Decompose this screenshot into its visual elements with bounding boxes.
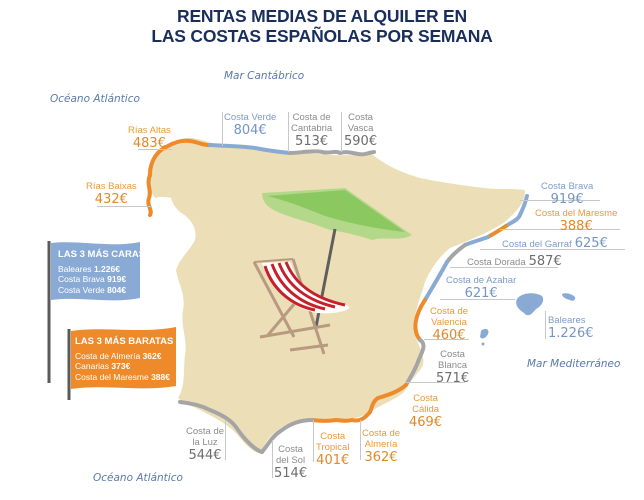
- label-costa-maresme: Costa del Maresme 388€: [535, 208, 618, 234]
- coast-costa-blanca: [404, 338, 426, 387]
- label-costa-valencia: Costa de Valencia 460€: [430, 306, 469, 343]
- baleares-islands: [480, 293, 576, 346]
- coast-costa-brava: [504, 194, 529, 228]
- sea-label-atlantico-south: Océano Atlántico: [93, 472, 183, 484]
- label-costa-calida: Costa Cálida 469€: [409, 393, 443, 430]
- label-rias-baixas: Rías Baixas 432€: [86, 181, 137, 207]
- coast-costa-de-la-luz: [178, 400, 264, 454]
- flag-cheap-item: Canarias 373€: [75, 361, 131, 371]
- flag-expensive-item: Costa Brava 919€: [58, 274, 127, 284]
- leader-line: [500, 229, 620, 230]
- flag-cheap-title: LAS 3 MÁS BARATAS: [75, 336, 174, 347]
- label-costa-tropical: Costa Tropical 401€: [316, 431, 350, 468]
- leader-line: [520, 200, 600, 201]
- leader-line: [97, 206, 152, 207]
- label-costa-brava: Costa Brava 919€: [541, 181, 594, 207]
- title-line-2: LAS COSTAS ESPAÑOLAS POR SEMANA: [151, 26, 493, 46]
- leader-line: [341, 112, 342, 152]
- leader-line: [424, 339, 469, 340]
- label-baleares: Baleares 1.226€: [548, 315, 594, 341]
- label-rias-altas: Rías Altas 483€: [128, 125, 171, 151]
- coast-costa-tropical: [310, 418, 338, 423]
- leader-line: [480, 249, 625, 250]
- flag-cheap-item: Costa de Almería 362€: [75, 350, 162, 361]
- leader-line: [313, 420, 314, 462]
- coast-costa-almeria: [334, 410, 372, 423]
- label-costa-almeria: Costa de Almería 362€: [362, 428, 401, 465]
- flag-expensive-item: Costa Verde 804€: [58, 284, 127, 295]
- label-costa-vasca: Costa Vasca 590€: [344, 112, 378, 149]
- flag-cheapest: LAS 3 MÁS BARATAS Costa de Almería 362€ …: [75, 336, 174, 382]
- sea-label-mediterraneo: Mar Mediterráneo: [527, 358, 621, 370]
- flag-expensive-item: Baleares 1.226€: [58, 263, 120, 274]
- label-costa-azahar: Costa de Azahar 621€: [446, 275, 517, 301]
- flag-expensive-banner: [51, 242, 140, 301]
- coast-costa-del-sol: [260, 418, 314, 454]
- coast-costa-valencia: [413, 298, 427, 342]
- leader-line: [440, 299, 515, 300]
- spain-landmass: [166, 137, 525, 453]
- coast-costa-verde: [208, 143, 292, 155]
- coast-costa-calida: [368, 383, 408, 414]
- leader-line: [225, 420, 226, 460]
- coast-costa-dorada: [445, 243, 467, 264]
- label-costa-blanca: Costa Blanca 571€: [436, 349, 470, 386]
- label-costa-de-la-luz: Costa de la Luz 544€: [186, 426, 225, 463]
- coast-costa-cantabria: [288, 149, 342, 155]
- leader-line: [138, 149, 172, 150]
- leader-line: [545, 311, 546, 339]
- leader-line: [405, 382, 465, 383]
- deck-chair-illustration: [252, 258, 350, 355]
- label-costa-garraf: Costa del Garraf 625€: [502, 236, 608, 251]
- coast-costa-vasca: [338, 150, 376, 157]
- sea-label-atlantico-north: Océano Atlántico: [50, 93, 140, 105]
- leader-line: [222, 112, 223, 146]
- flag-cheap-item: Costa del Maresme 388€: [75, 371, 170, 382]
- leader-line: [450, 267, 558, 268]
- leader-line: [288, 112, 289, 152]
- flag-most-expensive: LAS 3 MÁS CARAS Baleares 1.226€ Costa Br…: [58, 249, 146, 295]
- label-costa-cantabria: Costa de Cantabria 513€: [291, 112, 333, 149]
- leader-line: [360, 420, 361, 460]
- sea-label-cantabrico: Mar Cantábrico: [224, 70, 305, 82]
- coast-costa-azahar: [423, 260, 449, 302]
- leader-line: [272, 440, 273, 478]
- label-costa-del-sol: Costa del Sol 514€: [274, 444, 308, 481]
- galicia-landmass: [147, 145, 190, 200]
- flag-cheap-banner: [71, 327, 176, 389]
- flag-expensive-title: LAS 3 MÁS CARAS: [58, 249, 146, 260]
- label-costa-verde: Costa Verde 804€: [224, 112, 277, 138]
- coast-rias-baixas: [146, 173, 153, 217]
- title-line-1: RENTAS MEDIAS DE ALQUILER EN: [177, 6, 467, 26]
- label-costa-dorada: Costa Dorada 587€: [467, 254, 562, 269]
- coast-rias-altas: [148, 138, 212, 177]
- page-title: RENTAS MEDIAS DE ALQUILER EN LAS COSTAS …: [0, 6, 644, 46]
